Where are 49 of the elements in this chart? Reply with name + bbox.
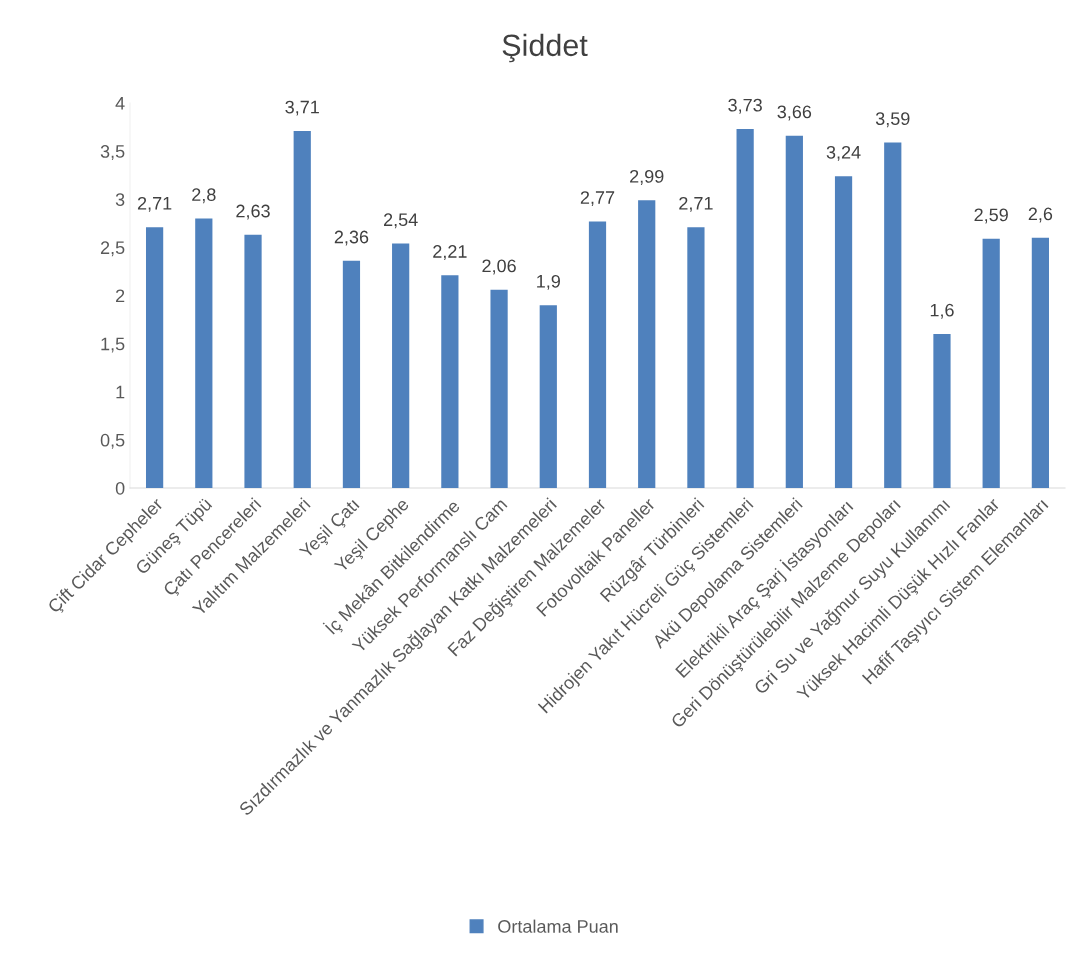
bar: [982, 238, 1000, 488]
y-tick-label: 2: [116, 289, 125, 303]
data-label: 3,66: [777, 105, 812, 121]
bar: [1031, 237, 1050, 488]
data-label: 2,54: [384, 213, 418, 229]
bar: [736, 128, 754, 488]
y-tick-label: 2,5: [100, 241, 125, 257]
y-tick-label: 4: [115, 97, 125, 110]
data-label: 3,71: [285, 100, 319, 116]
data-label: 2,6: [1028, 207, 1053, 223]
y-tick-label: 0,5: [100, 433, 125, 449]
bar: [441, 275, 459, 488]
y-tick-label: 1: [116, 385, 125, 399]
data-label: 2,21: [433, 245, 467, 260]
bar: [539, 305, 557, 488]
bar: [588, 221, 607, 488]
bar: [145, 227, 164, 488]
y-tick-label: 3,5: [100, 145, 125, 160]
data-label: 2,06: [482, 259, 516, 275]
bar: [638, 200, 656, 488]
bar: [933, 334, 951, 488]
chart-title: Şiddet: [502, 33, 588, 63]
bar: [687, 227, 705, 488]
bar: [342, 260, 361, 488]
bar: [785, 135, 803, 488]
data-label: 3,73: [728, 98, 762, 114]
data-label: 2,77: [580, 191, 615, 207]
y-tick-label: 1,5: [101, 337, 125, 353]
data-label: 2,99: [630, 169, 664, 185]
data-label: 3,59: [875, 112, 910, 128]
bar: [490, 289, 508, 488]
data-label: 2,71: [679, 196, 713, 212]
bar: [392, 243, 410, 488]
data-label: 2,59: [974, 208, 1008, 224]
data-label: 2,8: [192, 188, 216, 204]
bar: [195, 218, 213, 488]
bar: [834, 176, 853, 488]
legend-label: Ortalama Puan: [498, 919, 618, 933]
data-label: 2,36: [334, 230, 369, 246]
y-tick-label: 3: [115, 193, 125, 206]
y-tick-label: 0: [115, 481, 125, 495]
data-label: 2,63: [236, 204, 270, 220]
data-label: 3,24: [826, 145, 861, 161]
data-label: 2,71: [137, 196, 172, 212]
data-label: 1,9: [537, 274, 560, 290]
data-label: 1,6: [930, 303, 954, 319]
bar: [293, 130, 311, 488]
bar: [884, 142, 902, 488]
bar: [244, 234, 262, 488]
